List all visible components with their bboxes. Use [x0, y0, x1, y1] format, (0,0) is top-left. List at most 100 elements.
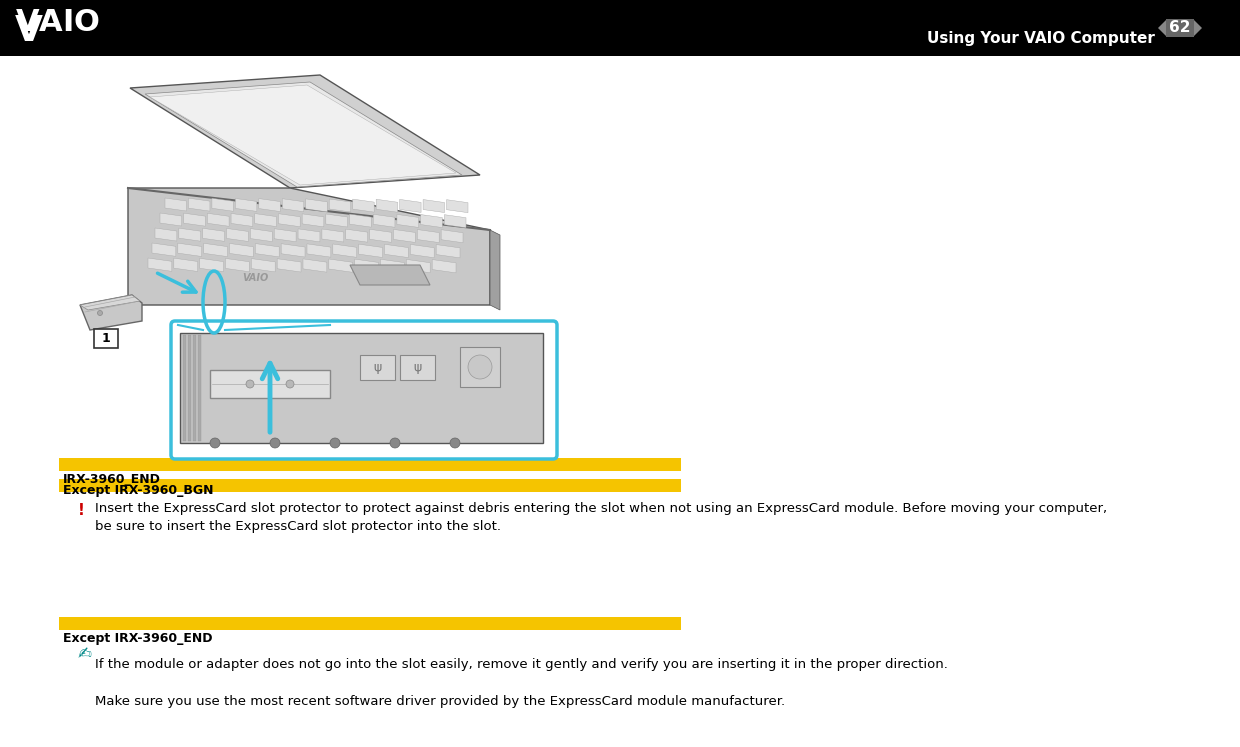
Polygon shape: [148, 258, 172, 271]
Bar: [188, 335, 191, 441]
Polygon shape: [283, 199, 304, 211]
Circle shape: [246, 380, 254, 388]
Bar: [184, 335, 186, 441]
Polygon shape: [274, 229, 296, 242]
Polygon shape: [355, 259, 378, 273]
Bar: [401, 355, 435, 380]
Polygon shape: [397, 214, 419, 227]
Polygon shape: [250, 229, 273, 241]
Polygon shape: [153, 243, 176, 256]
Text: 1: 1: [102, 332, 110, 345]
Polygon shape: [229, 244, 253, 257]
Text: ψ: ψ: [413, 361, 422, 374]
Text: $\bf{VAIO}$: $\bf{VAIO}$: [15, 8, 100, 37]
Polygon shape: [174, 258, 197, 271]
Polygon shape: [407, 259, 430, 273]
Text: Make sure you use the most recent software driver provided by the ExpressCard mo: Make sure you use the most recent softwa…: [95, 695, 785, 708]
Polygon shape: [128, 188, 490, 305]
Polygon shape: [155, 228, 177, 241]
Text: ✍: ✍: [78, 645, 92, 663]
Polygon shape: [322, 229, 343, 242]
Circle shape: [467, 355, 492, 379]
Text: IRX-3960_END: IRX-3960_END: [63, 473, 161, 486]
Polygon shape: [207, 214, 229, 226]
Polygon shape: [352, 199, 374, 212]
Polygon shape: [279, 214, 300, 227]
Text: Insert the ExpressCard slot protector to protect against debris entering the slo: Insert the ExpressCard slot protector to…: [95, 502, 1107, 515]
Polygon shape: [393, 229, 415, 243]
Polygon shape: [433, 259, 456, 273]
Polygon shape: [303, 214, 324, 227]
Bar: [198, 335, 201, 441]
Polygon shape: [358, 244, 382, 258]
Polygon shape: [330, 199, 351, 212]
Polygon shape: [188, 198, 210, 211]
Polygon shape: [81, 295, 140, 310]
Circle shape: [270, 438, 280, 448]
Polygon shape: [303, 259, 327, 272]
Polygon shape: [329, 259, 352, 273]
Polygon shape: [165, 198, 186, 211]
Polygon shape: [410, 244, 434, 258]
Text: ψ: ψ: [373, 361, 381, 374]
Polygon shape: [179, 228, 201, 241]
Polygon shape: [446, 199, 467, 213]
Bar: [0, 0, 1240, 56]
Polygon shape: [278, 258, 301, 272]
Bar: [460, 347, 500, 387]
Polygon shape: [399, 199, 422, 212]
Polygon shape: [212, 198, 233, 211]
Polygon shape: [259, 199, 280, 211]
Circle shape: [330, 438, 340, 448]
Polygon shape: [1158, 20, 1166, 36]
Polygon shape: [332, 244, 357, 257]
Polygon shape: [255, 244, 279, 257]
Polygon shape: [418, 229, 439, 243]
Circle shape: [450, 438, 460, 448]
Text: Except IRX-3960_BGN: Except IRX-3960_BGN: [63, 484, 213, 497]
Bar: [60, 458, 681, 471]
Polygon shape: [160, 213, 182, 226]
Polygon shape: [346, 229, 367, 242]
Polygon shape: [381, 259, 404, 273]
Text: Using Your VAIO Computer: Using Your VAIO Computer: [928, 31, 1154, 46]
Polygon shape: [326, 214, 347, 227]
Polygon shape: [423, 199, 444, 213]
Polygon shape: [227, 229, 248, 241]
Polygon shape: [490, 230, 500, 310]
Text: Except IRX-3960_END: Except IRX-3960_END: [63, 632, 212, 645]
Polygon shape: [203, 244, 227, 257]
Polygon shape: [1194, 20, 1202, 36]
Text: !: !: [78, 503, 84, 518]
Polygon shape: [376, 199, 398, 212]
Polygon shape: [444, 214, 466, 228]
Text: be sure to insert the ExpressCard slot protector into the slot.: be sure to insert the ExpressCard slot p…: [95, 520, 501, 533]
Polygon shape: [370, 229, 392, 242]
Bar: [360, 355, 396, 380]
Polygon shape: [384, 244, 408, 258]
Polygon shape: [308, 244, 331, 257]
Text: If the module or adapter does not go into the slot easily, remove it gently and : If the module or adapter does not go int…: [95, 658, 947, 671]
Bar: [1166, 19, 1194, 37]
Polygon shape: [145, 82, 463, 187]
Text: V: V: [15, 14, 43, 48]
Polygon shape: [252, 258, 275, 272]
Polygon shape: [281, 244, 305, 257]
Polygon shape: [236, 199, 257, 211]
Polygon shape: [202, 229, 224, 241]
Polygon shape: [231, 214, 253, 226]
FancyBboxPatch shape: [171, 321, 557, 459]
Text: 62: 62: [1169, 20, 1190, 36]
Bar: [60, 617, 681, 630]
Circle shape: [98, 311, 103, 315]
Bar: [210, 370, 330, 398]
Polygon shape: [350, 265, 430, 285]
Polygon shape: [350, 214, 371, 227]
Polygon shape: [298, 229, 320, 242]
Polygon shape: [254, 214, 277, 226]
Polygon shape: [373, 214, 394, 227]
Polygon shape: [441, 229, 463, 243]
Polygon shape: [177, 243, 202, 256]
Circle shape: [286, 380, 294, 388]
Text: VAIO: VAIO: [242, 273, 268, 283]
